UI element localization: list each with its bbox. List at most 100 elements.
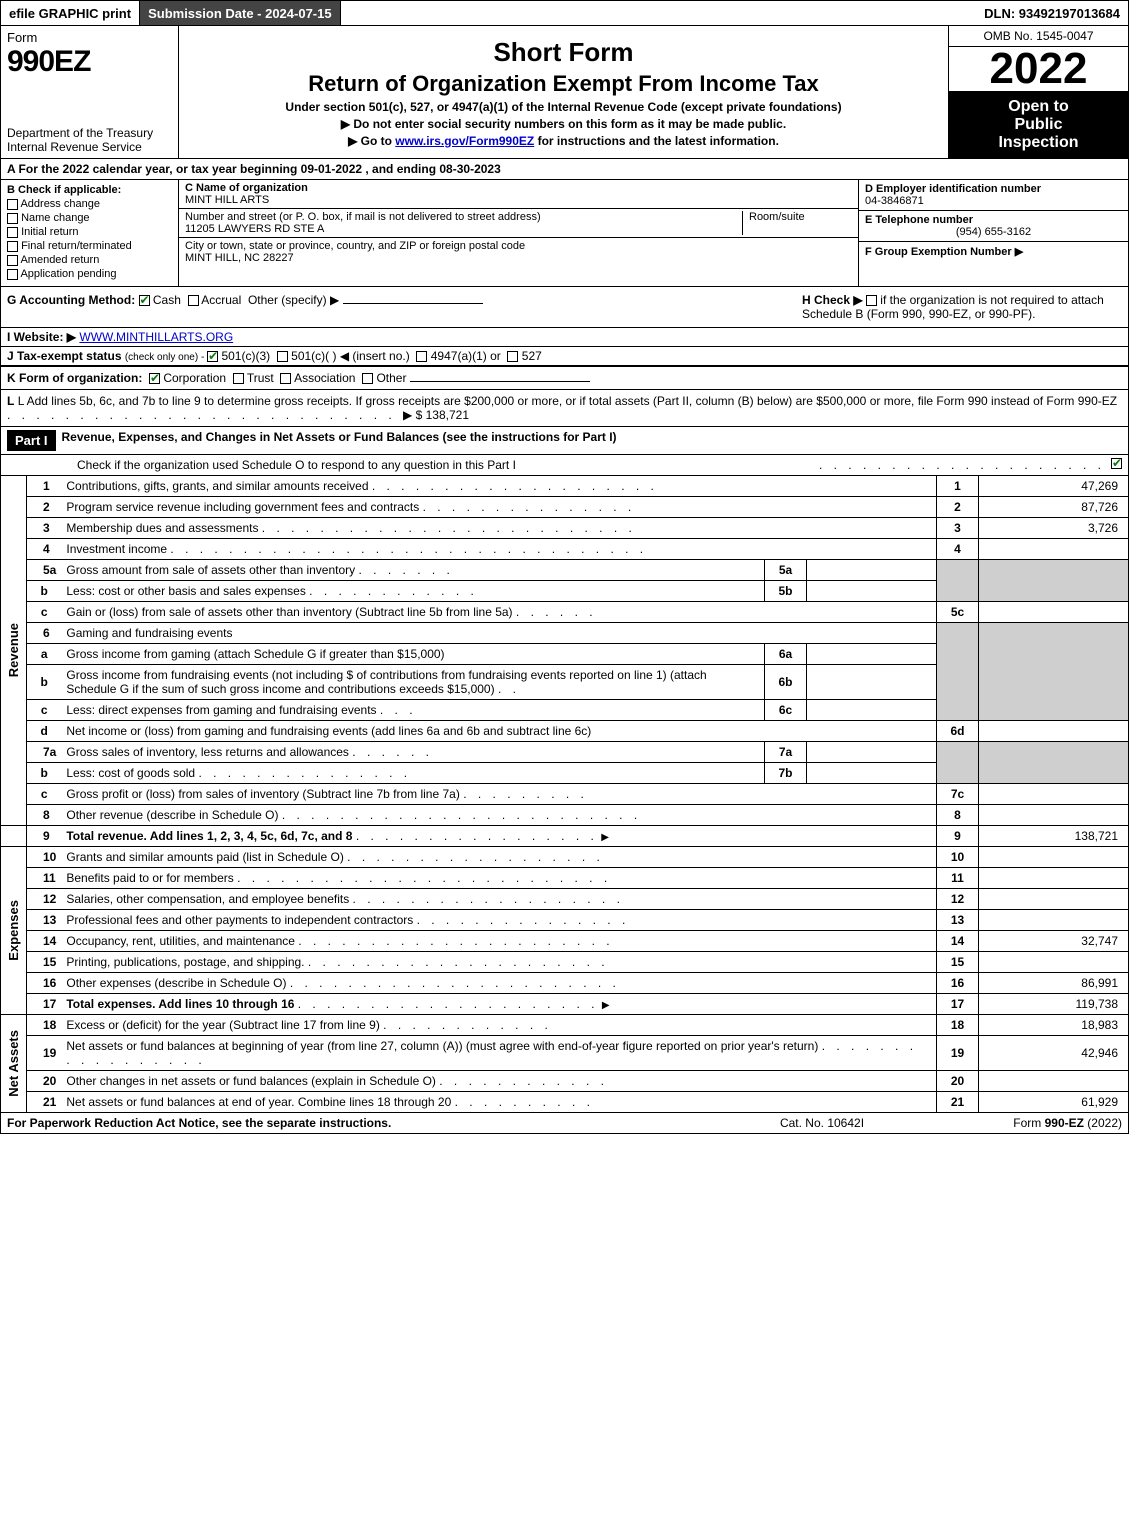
line-6d-rnum: 6d bbox=[937, 721, 979, 742]
dots-icon: . . . bbox=[380, 703, 417, 717]
part-1-badge: Part I bbox=[7, 430, 56, 451]
line-14-rnum: 14 bbox=[937, 931, 979, 952]
chk-501c3[interactable] bbox=[207, 351, 218, 362]
line-16-desc: Other expenses (describe in Schedule O) bbox=[66, 976, 286, 990]
line-7a-midval[interactable] bbox=[807, 742, 937, 763]
dots-icon: . . . . . . . . . . . . . . . . . . . . … bbox=[7, 408, 403, 422]
chk-application-pending[interactable]: Application pending bbox=[7, 268, 172, 280]
section-c: C Name of organization MINT HILL ARTS Nu… bbox=[179, 180, 858, 286]
line-14-num: 14 bbox=[27, 931, 62, 952]
expenses-table: Expenses 10 Grants and similar amounts p… bbox=[0, 847, 1129, 1015]
dots-icon: . . . . . . . bbox=[359, 563, 454, 577]
line-7c-num: c bbox=[27, 784, 62, 805]
expenses-vertical-label: Expenses bbox=[1, 847, 27, 1015]
line-5a-midval[interactable] bbox=[807, 560, 937, 581]
line-5a-num: 5a bbox=[27, 560, 62, 581]
line-13-desc: Professional fees and other payments to … bbox=[66, 913, 413, 927]
checkbox-icon[interactable] bbox=[7, 255, 18, 266]
line-6b-midval[interactable] bbox=[807, 665, 937, 700]
g-cash: Cash bbox=[153, 293, 181, 307]
chk-name-change[interactable]: Name change bbox=[7, 212, 172, 224]
line-5b-desc: Less: cost or other basis and sales expe… bbox=[66, 584, 305, 598]
dots-icon: . . . . . . bbox=[516, 605, 597, 619]
chk-amended-return[interactable]: Amended return bbox=[7, 254, 172, 266]
line-4-rnum: 4 bbox=[937, 539, 979, 560]
chk-4947[interactable] bbox=[416, 351, 427, 362]
line-6a-midval[interactable] bbox=[807, 644, 937, 665]
dots-icon: . . . . . . . . . . . . . . . . . . . . … bbox=[282, 808, 641, 822]
dots-icon: . . . . . . . . . . . . bbox=[439, 1074, 608, 1088]
revenue-table: Revenue 1 Contributions, gifts, grants, … bbox=[0, 476, 1129, 847]
line-5ab-shade-val bbox=[979, 560, 1129, 602]
footer-right: Form 990-EZ (2022) bbox=[922, 1116, 1122, 1130]
line-15-value bbox=[979, 952, 1129, 973]
chk-initial-return[interactable]: Initial return bbox=[7, 226, 172, 238]
checkbox-icon[interactable] bbox=[7, 199, 18, 210]
dots-icon: . . . . . . . . . . . . . . . . . . . . … bbox=[298, 934, 613, 948]
line-7ab-shade-val bbox=[979, 742, 1129, 784]
chk-association[interactable] bbox=[280, 373, 291, 384]
go-to-link[interactable]: www.irs.gov/Form990EZ bbox=[395, 134, 534, 148]
dots-icon: . . . . . . . . . . . . . . . . . . . . bbox=[819, 458, 1105, 472]
department-label: Department of the Treasury Internal Reve… bbox=[7, 126, 172, 154]
chk-initial-return-label: Initial return bbox=[21, 226, 78, 238]
chk-501c[interactable] bbox=[277, 351, 288, 362]
line-7c-rnum: 7c bbox=[937, 784, 979, 805]
revenue-vertical-label: Revenue bbox=[1, 476, 27, 826]
i-website-link[interactable]: WWW.MINTHILLARTS.ORG bbox=[79, 330, 233, 344]
line-12-rnum: 12 bbox=[937, 889, 979, 910]
go-to-line: ▶ Go to www.irs.gov/Form990EZ for instru… bbox=[185, 134, 942, 148]
line-4-desc: Investment income bbox=[66, 542, 167, 556]
line-3-rnum: 3 bbox=[937, 518, 979, 539]
line-6a-desc: Gross income from gaming (attach Schedul… bbox=[66, 647, 444, 661]
g-label: G Accounting Method: bbox=[7, 293, 135, 307]
line-7c-desc: Gross profit or (loss) from sales of inv… bbox=[66, 787, 459, 801]
line-20-num: 20 bbox=[27, 1071, 62, 1092]
c-street-block: Number and street (or P. O. box, if mail… bbox=[179, 209, 858, 238]
do-not-enter-ssn: ▶ Do not enter social security numbers o… bbox=[185, 117, 942, 131]
checkbox-icon[interactable] bbox=[7, 213, 18, 224]
chk-corporation[interactable] bbox=[149, 373, 160, 384]
line-7a-desc: Gross sales of inventory, less returns a… bbox=[66, 745, 349, 759]
line-5b-midval[interactable] bbox=[807, 581, 937, 602]
chk-address-change[interactable]: Address change bbox=[7, 198, 172, 210]
chk-schedule-o-part1[interactable] bbox=[1111, 458, 1122, 469]
line-6c-midval[interactable] bbox=[807, 700, 937, 721]
line-17-desc: Total expenses. Add lines 10 through 16 bbox=[66, 997, 294, 1011]
checkbox-icon[interactable] bbox=[7, 269, 18, 280]
part-1-header-row: Part I Revenue, Expenses, and Changes in… bbox=[0, 427, 1129, 455]
chk-schedule-b[interactable] bbox=[866, 295, 877, 306]
line-7c-value bbox=[979, 784, 1129, 805]
efile-graphic-print[interactable]: efile GRAPHIC print bbox=[1, 1, 140, 25]
line-7a-mid: 7a bbox=[765, 742, 807, 763]
line-9-num: 9 bbox=[27, 826, 62, 847]
line-1-desc: Contributions, gifts, grants, and simila… bbox=[66, 479, 368, 493]
dln: DLN: 93492197013684 bbox=[976, 1, 1128, 25]
line-3-value: 3,726 bbox=[979, 518, 1129, 539]
chk-527[interactable] bbox=[507, 351, 518, 362]
open-to-public: Open to Public Inspection bbox=[949, 91, 1128, 158]
chk-cash[interactable] bbox=[139, 295, 150, 306]
chk-accrual[interactable] bbox=[188, 295, 199, 306]
k-other-input[interactable] bbox=[410, 381, 590, 382]
chk-other-org[interactable] bbox=[362, 373, 373, 384]
checkbox-icon[interactable] bbox=[7, 227, 18, 238]
go-to-post: for instructions and the latest informat… bbox=[534, 134, 779, 148]
g-accrual: Accrual bbox=[201, 293, 241, 307]
line-11-value bbox=[979, 868, 1129, 889]
checkbox-icon[interactable] bbox=[7, 241, 18, 252]
chk-trust[interactable] bbox=[233, 373, 244, 384]
row-a-tax-year: A For the 2022 calendar year, or tax yea… bbox=[0, 159, 1129, 180]
line-5a-desc: Gross amount from sale of assets other t… bbox=[66, 563, 355, 577]
row-g: G Accounting Method: Cash Accrual Other … bbox=[7, 293, 772, 321]
top-bar: efile GRAPHIC print Submission Date - 20… bbox=[0, 0, 1129, 26]
row-j: J Tax-exempt status (check only one) - 5… bbox=[0, 347, 1129, 366]
line-2-value: 87,726 bbox=[979, 497, 1129, 518]
line-7b-midval[interactable] bbox=[807, 763, 937, 784]
line-15-num: 15 bbox=[27, 952, 62, 973]
g-other-input[interactable] bbox=[343, 303, 483, 304]
section-b-c-d: B Check if applicable: Address change Na… bbox=[0, 180, 1129, 287]
line-19-rnum: 19 bbox=[937, 1036, 979, 1071]
line-5a-mid: 5a bbox=[765, 560, 807, 581]
chk-final-return[interactable]: Final return/terminated bbox=[7, 240, 172, 252]
